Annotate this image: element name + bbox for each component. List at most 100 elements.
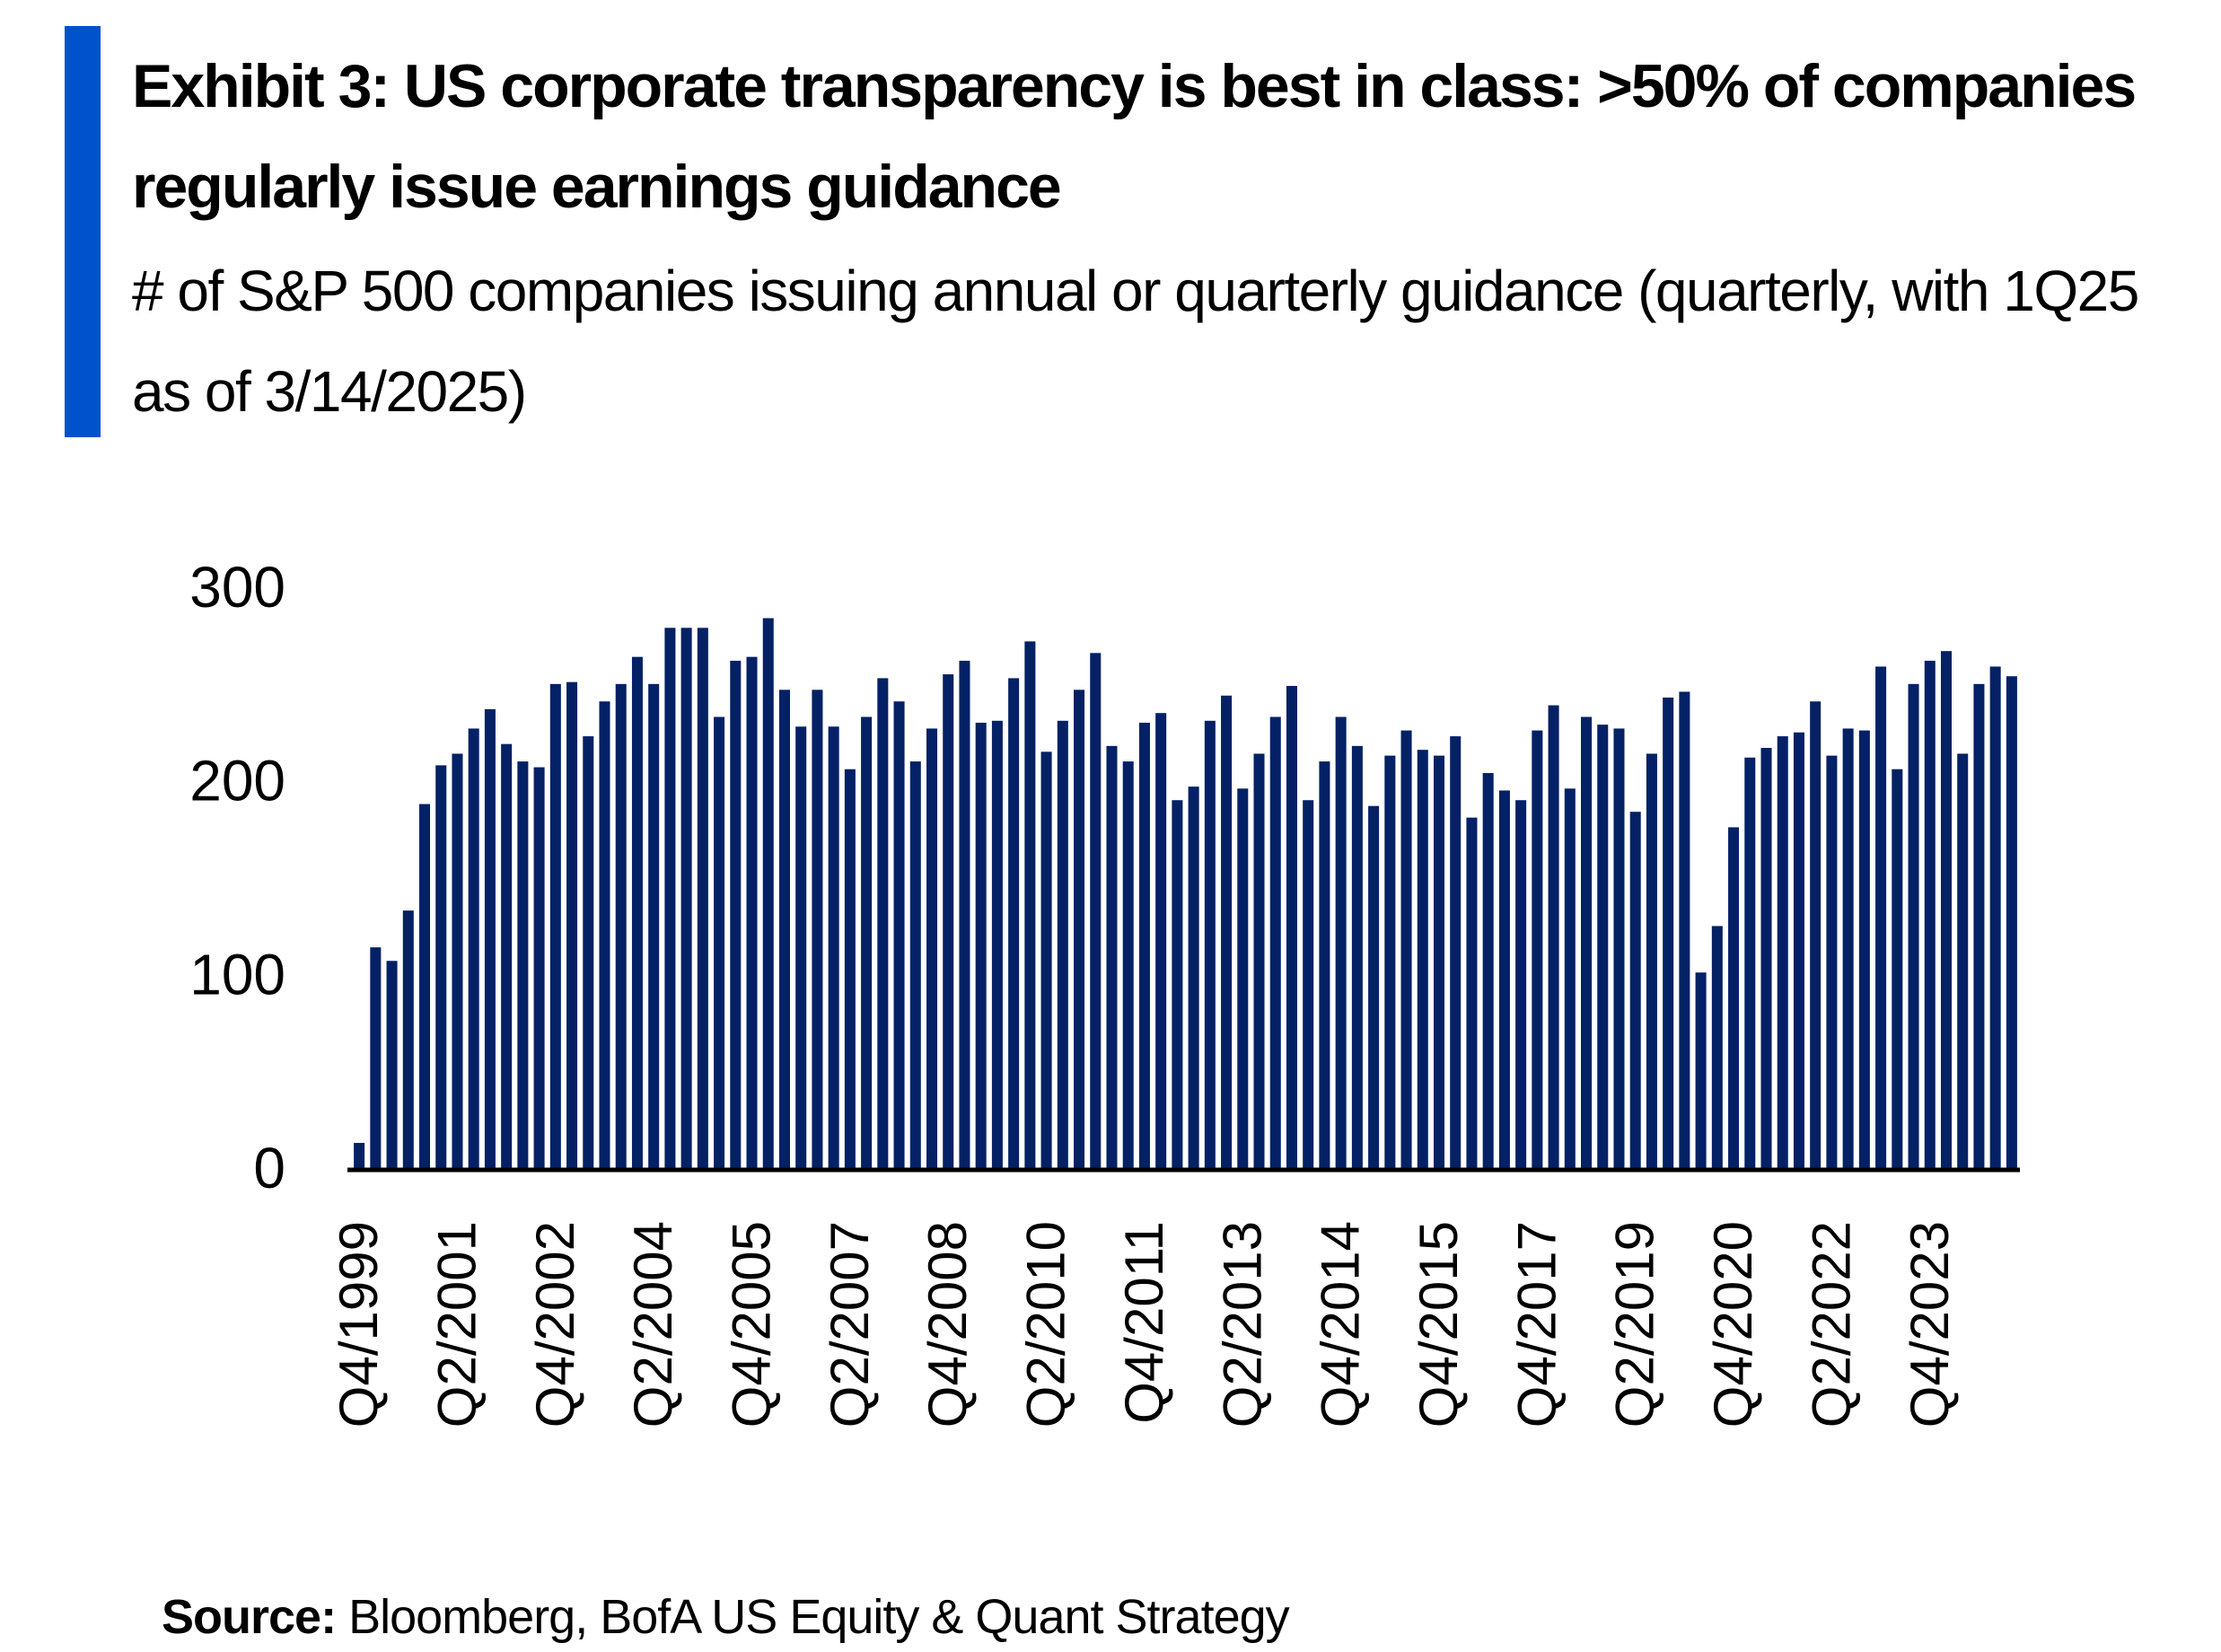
bar bbox=[419, 804, 431, 1168]
x-tick-label: Q2/2004 bbox=[623, 1221, 683, 1428]
bar bbox=[1269, 716, 1281, 1168]
bar bbox=[648, 683, 660, 1168]
bar bbox=[1810, 701, 1822, 1168]
bar bbox=[1482, 773, 1494, 1168]
bar bbox=[1892, 769, 1903, 1168]
bar bbox=[1940, 651, 1952, 1168]
x-tick-label: Q2/2022 bbox=[1801, 1221, 1861, 1428]
bar bbox=[746, 656, 758, 1168]
bar bbox=[1122, 761, 1134, 1168]
bar bbox=[975, 722, 987, 1168]
bar bbox=[812, 690, 823, 1168]
bar bbox=[1728, 827, 1740, 1168]
bar bbox=[468, 728, 479, 1168]
bar bbox=[1532, 730, 1543, 1168]
y-tick-label: 300 bbox=[189, 555, 285, 620]
bar bbox=[1368, 805, 1380, 1168]
bar bbox=[1221, 695, 1233, 1168]
bar bbox=[680, 628, 692, 1168]
bar bbox=[402, 910, 414, 1168]
source-note: Source: Bloomberg, BofA US Equity & Quan… bbox=[162, 1589, 1290, 1645]
bar bbox=[1450, 736, 1462, 1168]
bar bbox=[1793, 732, 1804, 1168]
bar bbox=[1613, 728, 1625, 1168]
bar bbox=[2006, 676, 2017, 1168]
x-tick-label: Q2/2007 bbox=[820, 1221, 880, 1428]
bar bbox=[1008, 678, 1020, 1168]
y-tick-label: 100 bbox=[189, 942, 285, 1006]
x-tick-label: Q4/2011 bbox=[1114, 1221, 1174, 1424]
bar bbox=[517, 761, 529, 1168]
x-tick-label: Q4/2008 bbox=[917, 1221, 978, 1428]
bar bbox=[484, 708, 496, 1168]
bar bbox=[1663, 697, 1674, 1168]
bar bbox=[1646, 753, 1657, 1168]
x-tick-label: Q4/2015 bbox=[1409, 1221, 1469, 1428]
bar bbox=[762, 618, 774, 1168]
bar bbox=[1040, 751, 1052, 1168]
bar bbox=[861, 716, 873, 1168]
bar bbox=[1957, 753, 1969, 1168]
x-tick-label: Q4/2002 bbox=[525, 1221, 585, 1428]
y-tick-label: 200 bbox=[189, 749, 285, 813]
bar bbox=[631, 656, 643, 1168]
bar bbox=[370, 947, 382, 1168]
x-tick-label: Q2/2010 bbox=[1016, 1221, 1076, 1428]
bar bbox=[1711, 926, 1723, 1168]
chart-subtitle: # of S&P 500 companies issuing annual or… bbox=[132, 259, 2139, 424]
bar bbox=[1498, 790, 1510, 1168]
x-tick-label: Q4/2005 bbox=[722, 1221, 782, 1428]
bar bbox=[1842, 728, 1854, 1168]
bar bbox=[386, 961, 398, 1168]
bar bbox=[959, 660, 970, 1168]
bar bbox=[615, 683, 627, 1168]
bar bbox=[1074, 690, 1085, 1168]
bar bbox=[1548, 705, 1559, 1168]
bar bbox=[1172, 800, 1183, 1168]
bar bbox=[1581, 716, 1593, 1168]
bar bbox=[1303, 800, 1314, 1168]
x-tick-label: Q4/2020 bbox=[1703, 1221, 1763, 1428]
bar bbox=[549, 683, 561, 1168]
bar bbox=[501, 743, 513, 1168]
bar bbox=[1335, 716, 1347, 1168]
bar bbox=[943, 674, 954, 1168]
bar bbox=[1090, 653, 1102, 1168]
bar bbox=[1597, 725, 1609, 1168]
bar bbox=[1417, 750, 1428, 1168]
bar bbox=[1875, 666, 1887, 1168]
bar bbox=[1155, 713, 1167, 1168]
bar bbox=[1777, 736, 1788, 1168]
bar bbox=[1858, 730, 1870, 1168]
bar bbox=[1433, 755, 1445, 1168]
bar bbox=[566, 681, 578, 1168]
bar bbox=[1286, 685, 1297, 1168]
bar bbox=[1826, 755, 1838, 1168]
bar bbox=[1744, 757, 1756, 1168]
bar bbox=[909, 761, 921, 1168]
bar bbox=[1679, 691, 1690, 1168]
bar bbox=[844, 769, 856, 1168]
bar bbox=[1319, 761, 1330, 1168]
y-tick-label: 0 bbox=[253, 1136, 285, 1200]
bar bbox=[1188, 786, 1199, 1168]
bar bbox=[1106, 745, 1118, 1168]
bar bbox=[435, 765, 447, 1168]
bar bbox=[778, 690, 790, 1168]
bar bbox=[795, 726, 807, 1168]
bar bbox=[697, 628, 708, 1168]
bar bbox=[1924, 660, 1936, 1168]
bar bbox=[533, 767, 545, 1168]
bar bbox=[1351, 745, 1363, 1168]
bar bbox=[1629, 812, 1641, 1168]
bar bbox=[1057, 720, 1068, 1168]
bar bbox=[877, 678, 889, 1168]
bar bbox=[926, 728, 938, 1168]
x-tick-label: Q2/2001 bbox=[426, 1221, 487, 1428]
bar bbox=[583, 736, 594, 1168]
x-tick-label: Q4/1999 bbox=[329, 1221, 389, 1428]
chart-title: Exhibit 3: US corporate transparency is … bbox=[132, 52, 2137, 221]
bar bbox=[1204, 720, 1216, 1168]
bar bbox=[1989, 666, 2001, 1168]
